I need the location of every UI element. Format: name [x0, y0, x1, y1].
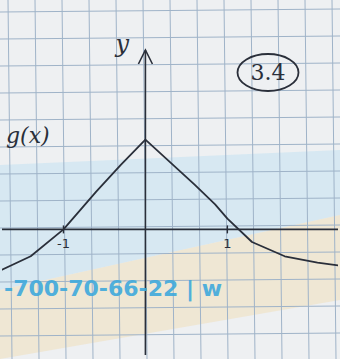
annotation: 3.4: [251, 60, 286, 85]
paper-line: [170, 0, 174, 359]
chart-root: -1 1 y g(x) 3.4 -700-70-66-22 | w: [0, 0, 340, 359]
y-axis-label: y: [114, 30, 129, 58]
paper-grid: [0, 0, 340, 359]
paper-line: [0, 63, 340, 66]
paper-line: [35, 0, 39, 359]
paper-line: [0, 9, 340, 12]
paper-line: [62, 0, 66, 359]
paper-line: [0, 225, 340, 228]
paper-line: [305, 0, 309, 359]
paper-line: [0, 252, 340, 255]
x-tick-label: 1: [223, 236, 231, 251]
x-tick-label: -1: [57, 236, 70, 251]
x-tick: [227, 225, 228, 233]
paper-line: [251, 0, 255, 359]
plot-area: [2, 140, 338, 270]
paper-line: [8, 0, 12, 359]
watermark: -700-70-66-22 | w: [4, 276, 222, 302]
band-beige: [0, 215, 340, 359]
paper-line: [0, 333, 340, 336]
chart: -1 1 y g(x) 3.4 -700-70-66-22 | w: [0, 0, 340, 359]
y-arrow: [138, 50, 152, 64]
paper-line: [0, 171, 340, 174]
paper: [0, 0, 340, 359]
paper-line: [197, 0, 201, 359]
x-axis: [2, 229, 338, 231]
paper-line: [89, 0, 93, 359]
paper-line: [0, 36, 340, 39]
curve: [2, 140, 338, 270]
series-label: g(x): [6, 123, 50, 148]
paper-line: [0, 117, 340, 120]
paper-line: [0, 198, 340, 201]
paper-line: [0, 144, 340, 147]
paper-line: [224, 0, 228, 359]
paper-line: [332, 0, 336, 359]
paper-line: [0, 90, 340, 93]
paper-line: [0, 306, 340, 309]
y-axis: [145, 50, 147, 355]
annotation-circle: [238, 54, 299, 91]
paper-line: [278, 0, 282, 359]
